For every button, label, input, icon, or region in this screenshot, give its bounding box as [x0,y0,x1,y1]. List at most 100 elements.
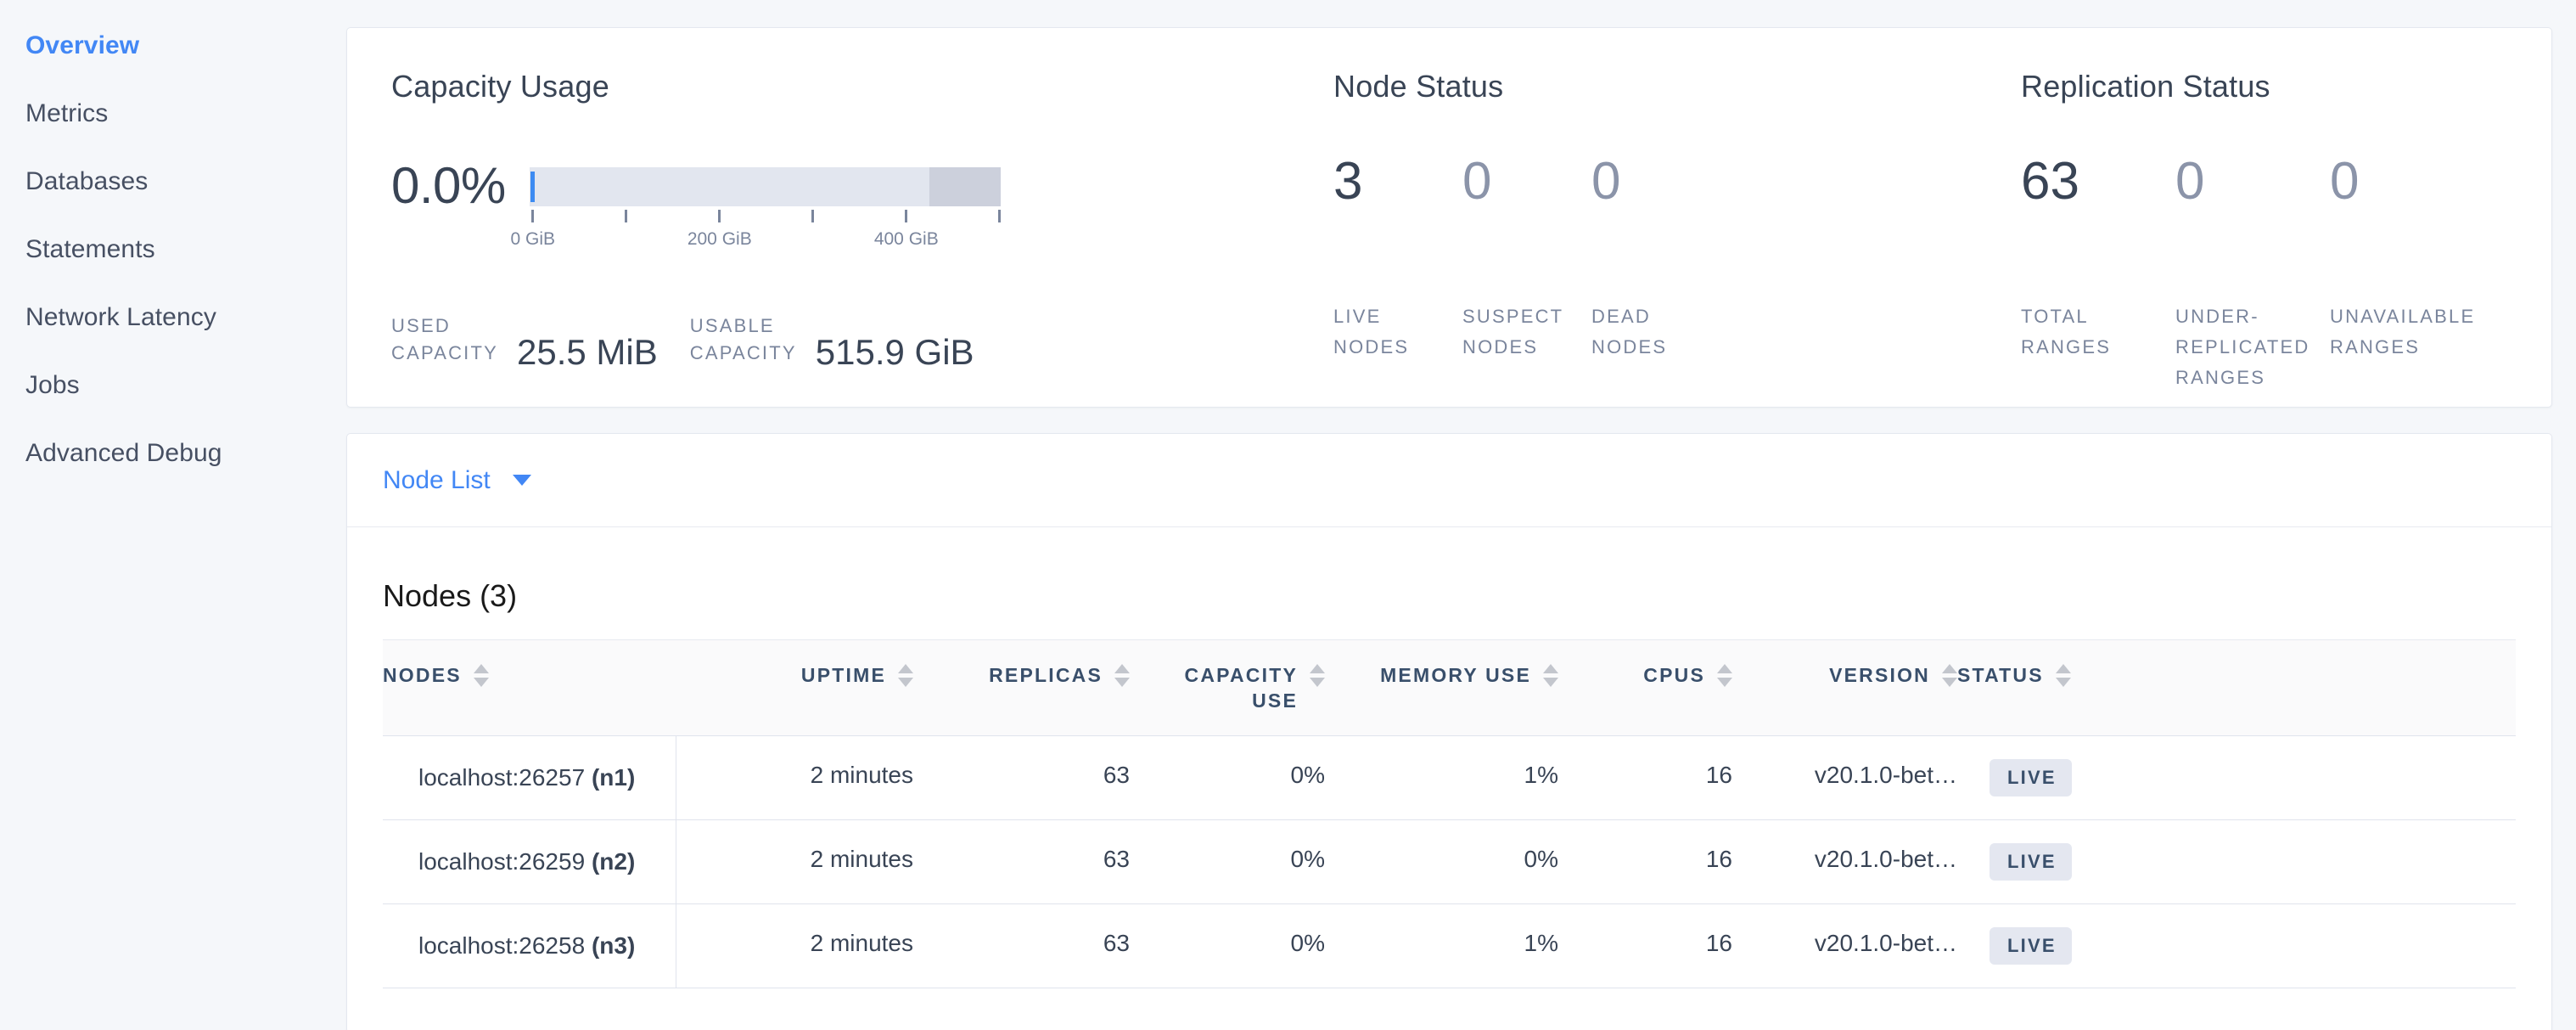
cell-uptime-text: 2 minutes [810,845,913,872]
stat-item: 0 UNDER- REPLICATED RANGES [2175,155,2330,393]
sidebar-item-jobs[interactable]: Jobs [0,352,346,419]
status-badge: LIVE [1990,759,2072,796]
replication-status-title: Replication Status [2021,69,2270,104]
sort-icon[interactable] [473,664,489,687]
table-row[interactable]: localhost:26259 (n2) 2 minutes 63 0% 0% 16 v20… [383,819,2516,904]
sidebar-item-advanced-debug[interactable]: Advanced Debug [0,419,346,487]
label-line-1: USABLE [689,315,775,336]
capacity-usage-title: Capacity Usage [391,69,609,104]
table-row[interactable]: localhost:26257 (n1) 2 minutes 63 0% 1% 16 v20… [383,735,2516,820]
nodes-table-header-row: NODES UPTIME REPLICAS CAPACITY USE MEMORY US… [383,639,2516,736]
axis-tick [904,210,907,222]
label-line-3: RANGES [2330,336,2421,357]
column-header-replicas[interactable]: REPLICAS [913,639,1130,736]
sidebar-item-metrics[interactable]: Metrics [0,80,346,148]
axis-tick [530,210,534,222]
stat-label: UNAVAILABLE RANGES [2330,301,2484,363]
node-host: localhost:26258 [418,932,586,959]
cell-status: LIVE [1957,735,2516,820]
capacity-percent: 0.0% [391,157,506,214]
column-header-label: STATUS [1957,664,2044,686]
sidebar-item-network-latency[interactable]: Network Latency [0,284,346,352]
cell-capacity-use-text: 0% [1290,845,1325,872]
cell-capacity-use-text: 0% [1290,929,1325,956]
column-header-uptime[interactable]: UPTIME [676,639,913,736]
capacity-metric: USABLE CAPACITY 515.9 GiB [690,312,974,370]
stat-label: LIVE NODES [1333,301,1462,363]
stat-value: 63 [2021,152,2079,211]
column-header-cpus[interactable]: CPUS [1558,639,1732,736]
sort-icon[interactable] [898,664,913,687]
cell-cpus: 16 [1558,903,1732,988]
sort-icon[interactable] [1114,664,1130,687]
sort-icon[interactable] [1942,664,1957,687]
column-header-status[interactable]: STATUS [1957,639,2516,736]
label-line-2: TOTAL [2021,306,2089,327]
sort-icon[interactable] [2055,664,2071,687]
column-header-label: CPUS [1643,664,1705,686]
label-line-1: LIVE [1333,306,1382,327]
cell-capacity-use: 0% [1130,819,1325,904]
sidebar-item-databases[interactable]: Databases [0,148,346,216]
capacity-gauge: 0.0% 0 GiB 200 GiB 400 GiB [391,157,1289,251]
capacity-bar-used [530,172,535,202]
node-id: (n1) [591,764,636,791]
sort-icon[interactable] [1310,664,1325,687]
column-header-nodes[interactable]: NODES [383,639,676,736]
cell-memory-use: 0% [1325,819,1558,904]
capacity-metric: USED CAPACITY 25.5 MiB [391,312,658,370]
replication-status-stats: 63 TOTAL RANGES 0 UNDER- REPLICATED RANGES 0 UNA… [2021,155,2551,393]
column-header-memory-use[interactable]: MEMORY USE [1325,639,1558,736]
sidebar-item-label: Network Latency [25,303,216,331]
label-line-2: NODES [1462,336,1539,357]
capacity-metrics: USED CAPACITY 25.5 MiB USABLE CAPACITY 515.9 … [391,312,1289,370]
cell-memory-use-text: 1% [1524,929,1558,956]
cell-replicas-text: 63 [1103,845,1130,872]
cell-node-name: localhost:26257 (n1) [383,735,676,820]
table-row[interactable]: localhost:26258 (n3) 2 minutes 63 0% 1% 16 v20… [383,903,2516,988]
cluster-summary-card: Capacity Usage 0.0% 0 GiB 200 GiB 400 GiB … [346,27,2552,408]
node-id: (n3) [591,932,636,959]
axis-tick [811,210,814,222]
cell-status: LIVE [1957,819,2516,904]
sort-icon[interactable] [1717,664,1732,687]
capacity-axis-ticks [530,210,1042,225]
stat-value: 0 [2330,152,2360,211]
stat-value: 3 [1333,152,1363,211]
stat-item: 0 UNAVAILABLE RANGES [2330,155,2484,393]
sidebar-item-statements[interactable]: Statements [0,216,346,284]
stat-label: TOTAL RANGES [2021,301,2175,363]
cell-replicas-text: 63 [1103,929,1130,956]
axis-tick [717,210,721,222]
cell-cpus: 16 [1558,819,1732,904]
column-header-version[interactable]: VERSION [1732,639,1957,736]
label-line-1: SUSPECT [1462,306,1564,327]
replication-status-section: Replication Status 63 TOTAL RANGES 0 UNDER- R… [1977,69,2551,407]
label-line-1: UNDER- [2175,306,2259,327]
sidebar-item-overview[interactable]: Overview [0,12,346,80]
nodes-table-wrap: NODES UPTIME REPLICAS CAPACITY USE MEMORY US… [347,639,2551,1030]
label-line-2: NODES [1333,336,1410,357]
column-header-capacity-use[interactable]: CAPACITY USE [1130,639,1325,736]
capacity-bar-track [529,167,1001,206]
label-line-2: REPLICATED [2175,336,2310,357]
node-status-section: Node Status 3 LIVE NODES 0 SUSPECT NODES 0 DEAD… [1289,69,1977,407]
stat-item: 3 LIVE NODES [1333,155,1462,363]
chevron-down-icon [512,475,531,486]
cell-replicas: 63 [913,903,1130,988]
stat-label: DEAD NODES [1591,301,1720,363]
cell-uptime-text: 2 minutes [810,929,913,956]
label-line-2: NODES [1591,336,1668,357]
cell-replicas: 63 [913,735,1130,820]
capacity-usage-section: Capacity Usage 0.0% 0 GiB 200 GiB 400 GiB … [347,69,1289,407]
cell-version-text: v20.1.0-bet… [1814,929,1957,956]
cell-version-text: v20.1.0-bet… [1814,761,1957,788]
column-header-label: MEMORY USE [1380,664,1531,686]
capacity-bar-unusable [929,167,1001,206]
node-list-dropdown[interactable]: Node List [383,466,531,495]
stat-value: 0 [1462,152,1492,211]
sort-icon[interactable] [1543,664,1558,687]
cell-uptime: 2 minutes [676,903,913,988]
label-line-1: DEAD [1591,306,1651,327]
